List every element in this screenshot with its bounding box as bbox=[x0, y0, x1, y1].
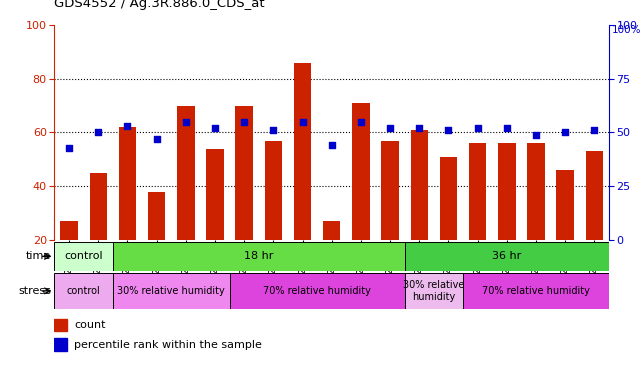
Point bbox=[502, 125, 512, 131]
Text: time: time bbox=[26, 251, 51, 262]
Point bbox=[560, 129, 570, 136]
Bar bbox=[404, 242, 609, 271]
Point bbox=[472, 125, 483, 131]
Point bbox=[356, 119, 366, 125]
Text: GDS4552 / Ag.3R.886.0_CDS_at: GDS4552 / Ag.3R.886.0_CDS_at bbox=[54, 0, 265, 10]
Bar bbox=[60, 221, 78, 240]
Bar bbox=[206, 149, 224, 240]
Bar bbox=[498, 143, 515, 240]
Bar bbox=[119, 127, 136, 240]
Point bbox=[64, 144, 74, 151]
Text: 70% relative humidity: 70% relative humidity bbox=[263, 286, 371, 296]
Bar bbox=[404, 273, 463, 309]
Point bbox=[210, 125, 220, 131]
Text: 30% relative humidity: 30% relative humidity bbox=[117, 286, 225, 296]
Bar bbox=[528, 143, 545, 240]
Bar bbox=[469, 143, 487, 240]
Point bbox=[239, 119, 249, 125]
Text: control: control bbox=[67, 286, 101, 296]
Text: control: control bbox=[64, 251, 103, 262]
Point bbox=[297, 119, 308, 125]
Text: percentile rank within the sample: percentile rank within the sample bbox=[74, 340, 262, 350]
Text: 100%: 100% bbox=[612, 25, 641, 35]
Bar bbox=[177, 106, 195, 240]
Text: 36 hr: 36 hr bbox=[492, 251, 521, 262]
Bar bbox=[352, 103, 370, 240]
Point bbox=[414, 125, 424, 131]
Bar bbox=[410, 130, 428, 240]
Point bbox=[122, 123, 133, 129]
Text: 18 hr: 18 hr bbox=[244, 251, 274, 262]
Point bbox=[326, 142, 337, 149]
Bar bbox=[113, 273, 229, 309]
Bar bbox=[556, 170, 574, 240]
Point bbox=[385, 125, 395, 131]
Point bbox=[93, 129, 103, 136]
Bar bbox=[294, 63, 312, 240]
Point bbox=[444, 127, 454, 133]
Text: 30% relative
humidity: 30% relative humidity bbox=[403, 280, 465, 302]
Bar bbox=[440, 157, 457, 240]
Bar bbox=[463, 273, 609, 309]
Point bbox=[531, 132, 541, 138]
Bar bbox=[113, 242, 404, 271]
Bar bbox=[235, 106, 253, 240]
Text: 70% relative humidity: 70% relative humidity bbox=[482, 286, 590, 296]
Bar bbox=[229, 273, 404, 309]
Point bbox=[268, 127, 278, 133]
Bar bbox=[54, 338, 67, 351]
Bar bbox=[586, 151, 603, 240]
Bar bbox=[54, 273, 113, 309]
Point bbox=[589, 127, 599, 133]
Bar bbox=[265, 141, 282, 240]
Point bbox=[181, 119, 191, 125]
Bar bbox=[90, 173, 107, 240]
Point bbox=[151, 136, 162, 142]
Bar bbox=[54, 242, 113, 271]
Bar bbox=[381, 141, 399, 240]
Bar bbox=[148, 192, 165, 240]
Bar bbox=[54, 319, 67, 331]
Bar bbox=[323, 221, 340, 240]
Text: count: count bbox=[74, 320, 105, 330]
Text: stress: stress bbox=[19, 286, 51, 296]
